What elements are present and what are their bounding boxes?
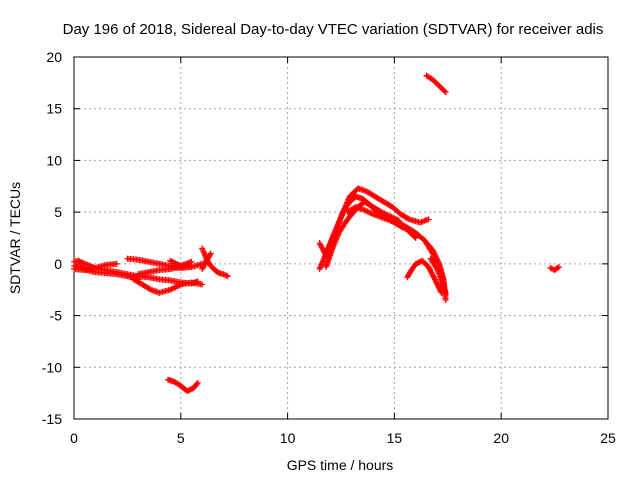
data-point [436, 285, 443, 292]
x-tick-label: 0 [70, 430, 78, 446]
y-tick-label: 15 [46, 101, 62, 117]
x-tick-label: 25 [600, 430, 616, 446]
data-point [429, 249, 436, 256]
data-point [171, 259, 178, 266]
data-point [167, 286, 174, 293]
data-point [433, 279, 440, 286]
data-point [442, 89, 449, 96]
data-point [176, 282, 183, 289]
y-tick-label: 0 [54, 256, 62, 272]
data-point [555, 263, 562, 270]
data-point [441, 88, 448, 95]
data-point [206, 251, 213, 258]
data-point [188, 258, 195, 265]
data-point [425, 216, 432, 223]
axis-ticks: 0 5 10 15 20 25 -15 -10 -5 0 5 10 15 20 [42, 49, 616, 446]
data-point [434, 281, 441, 288]
data-points [71, 72, 562, 395]
y-tick-label: 20 [46, 49, 62, 65]
data-point [405, 215, 412, 222]
data-point [169, 259, 176, 266]
data-point [175, 282, 182, 289]
chart-title: Day 196 of 2018, Sidereal Day-to-day VTE… [63, 21, 604, 38]
data-point [224, 273, 231, 280]
x-tick-label: 5 [177, 430, 185, 446]
series-arc-20 [423, 72, 449, 96]
x-tick-label: 20 [493, 430, 509, 446]
data-point [173, 260, 180, 267]
y-axis-label: SDTVAR / TECUs [7, 182, 23, 294]
y-tick-label: -15 [42, 411, 62, 427]
data-point [168, 286, 175, 293]
y-tick-label: -5 [50, 308, 63, 324]
x-axis-label: GPS time / hours [287, 457, 394, 473]
data-point [432, 277, 439, 284]
data-point [431, 276, 438, 283]
data-point [194, 380, 201, 387]
data-point [438, 289, 445, 296]
series-arc-3 [71, 262, 142, 283]
x-tick-label: 15 [387, 430, 403, 446]
y-tick-label: 5 [54, 204, 62, 220]
data-point [167, 257, 174, 264]
data-point [442, 291, 449, 298]
data-point [433, 280, 440, 287]
data-point [82, 266, 89, 273]
plot-frame [73, 56, 609, 420]
data-point [113, 260, 120, 267]
data-point [412, 235, 419, 241]
data-point [194, 379, 201, 386]
data-point [437, 288, 444, 295]
series-arc-10 [164, 376, 201, 395]
data-point [173, 283, 180, 290]
series-arc-19 [404, 257, 445, 296]
data-point [199, 281, 206, 288]
data-point [172, 284, 179, 291]
data-point [431, 274, 438, 281]
data-point [146, 285, 153, 292]
data-point [207, 250, 214, 257]
y-tick-label: 10 [46, 152, 62, 168]
data-point [442, 297, 449, 304]
series-arc-18 [434, 260, 449, 298]
data-point [435, 283, 442, 290]
data-point [168, 258, 175, 265]
series-arc-5 [130, 276, 206, 296]
data-point [437, 287, 444, 294]
series-arc-7 [167, 257, 195, 269]
data-point [172, 260, 179, 267]
series-arc-9 [199, 250, 214, 273]
series-arc-21 [547, 263, 562, 274]
y-tick-label: -10 [42, 359, 62, 375]
series-arc-12 [316, 185, 432, 259]
data-point [435, 284, 442, 291]
data-point [554, 264, 561, 271]
data-point [171, 284, 178, 291]
series-arc-6 [135, 262, 195, 278]
data-point [175, 261, 182, 268]
x-tick-label: 10 [280, 430, 296, 446]
data-point [169, 285, 176, 292]
